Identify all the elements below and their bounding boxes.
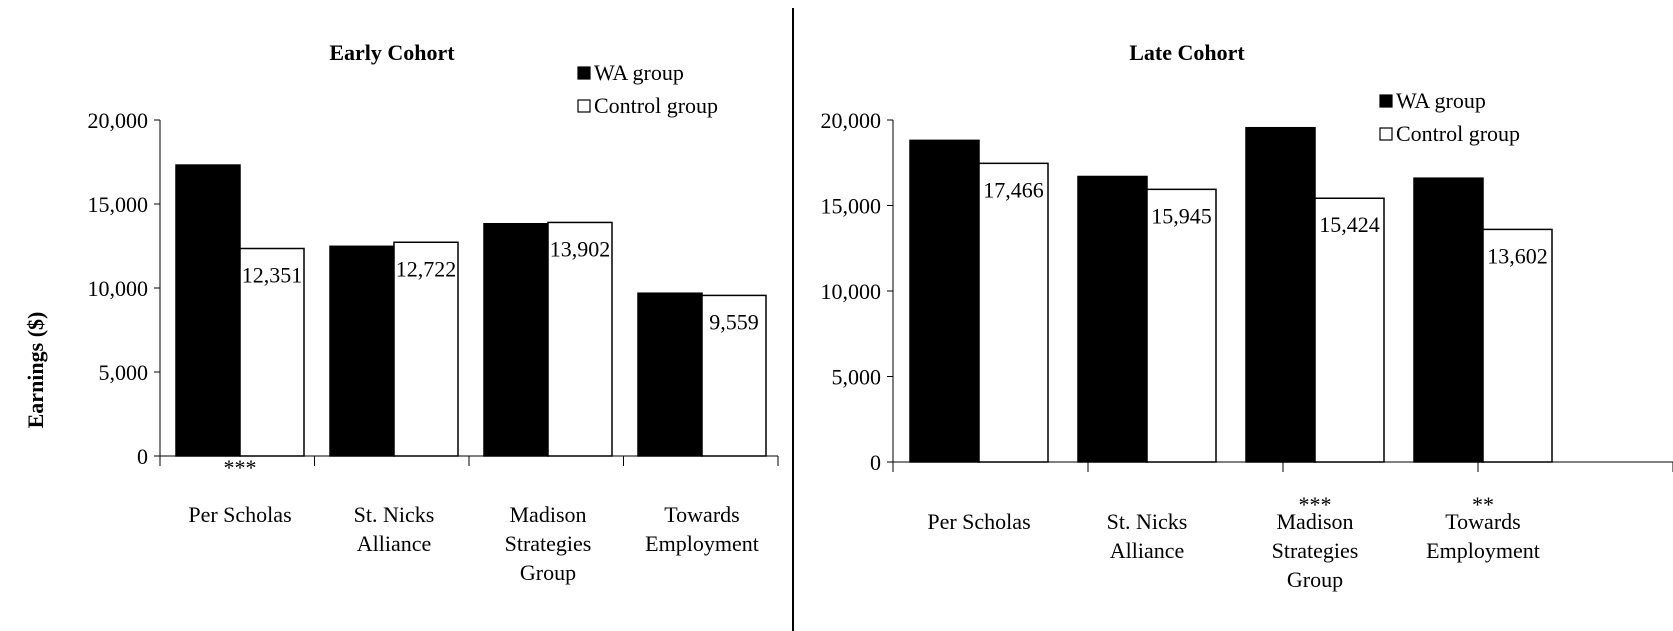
- bar-control: [1482, 228, 1553, 463]
- x-tick-label: Strategies: [505, 531, 592, 556]
- early-cohort-panel: Early Cohort 0 5,000 10,000 15,000 20,000 17,3…: [88, 40, 779, 585]
- data-label: 9,559: [709, 309, 759, 334]
- legend-swatch-wa: [1379, 94, 1393, 108]
- legend-label-control: Control group: [594, 93, 718, 118]
- y-tick-label: 10,000: [821, 279, 882, 304]
- x-tick-label: Strategies: [1272, 538, 1359, 563]
- x-tick-label: Group: [1287, 567, 1343, 592]
- bar-wa: [329, 245, 395, 457]
- bar-wa: [1413, 177, 1484, 463]
- y-tick-label: 0: [137, 444, 148, 469]
- x-tick-label: St. Nicks: [354, 502, 435, 527]
- bar-control: [978, 162, 1049, 463]
- data-label: 13,602: [1487, 243, 1548, 268]
- bar-wa: [175, 164, 241, 457]
- y-tick-label: 10,000: [88, 276, 149, 301]
- x-tick-label: Per Scholas: [188, 502, 291, 527]
- y-axis-label: Earnings ($): [23, 312, 48, 429]
- x-tick-label: Alliance: [357, 531, 432, 556]
- x-tick-label: Towards: [664, 502, 739, 527]
- significance-marker: **: [1472, 492, 1494, 517]
- legend-label-wa: WA group: [1396, 88, 1486, 113]
- x-tick-label: Employment: [645, 531, 759, 556]
- bar-control: [393, 241, 459, 457]
- data-label: 12,482: [332, 260, 393, 285]
- data-label: 9,690: [645, 307, 695, 332]
- x-tick-label: Employment: [1426, 538, 1540, 563]
- bar-wa: [1245, 126, 1316, 463]
- x-tick-label: Towards: [1445, 509, 1520, 534]
- bar-control: [239, 247, 305, 457]
- x-tick-label: Madison: [1277, 509, 1354, 534]
- data-label: 13,825: [486, 238, 547, 263]
- y-tick-label: 20,000: [821, 108, 882, 133]
- data-label: 12,351: [242, 263, 303, 288]
- bar-wa: [483, 222, 549, 457]
- data-label: 15,424: [1319, 212, 1380, 237]
- bar-wa: [909, 139, 980, 463]
- bar-wa: [1077, 175, 1148, 463]
- data-label: 17,318: [178, 179, 239, 204]
- y-tick-label: 20,000: [88, 108, 149, 133]
- y-tick-label: 5,000: [832, 365, 882, 390]
- chart-title: Late Cohort: [1129, 40, 1245, 65]
- y-tick-label: 0: [870, 450, 881, 475]
- significance-marker: ***: [1299, 492, 1332, 517]
- data-label: 12,722: [396, 256, 457, 281]
- legend-swatch-wa: [577, 66, 591, 80]
- x-tick-label: Madison: [510, 502, 587, 527]
- late-cohort-panel: Late Cohort 0 5,000 10,000 15,000 20,000 18,80…: [821, 40, 1673, 592]
- y-tick-label: 15,000: [821, 194, 882, 219]
- x-tick-label: Alliance: [1110, 538, 1185, 563]
- y-tick-label: 5,000: [99, 360, 149, 385]
- data-label: 15,945: [1151, 203, 1212, 228]
- legend-swatch-control: [1379, 127, 1393, 141]
- data-label: 13,902: [550, 236, 611, 261]
- bar-control: [701, 294, 767, 457]
- data-label: 16,697: [1082, 190, 1143, 215]
- y-tick-label: 15,000: [88, 192, 149, 217]
- significance-marker: ***: [224, 455, 257, 480]
- bar-control: [1314, 197, 1385, 463]
- x-tick-label: St. Nicks: [1107, 509, 1188, 534]
- x-tick-label: Group: [520, 560, 576, 585]
- legend-label-control: Control group: [1396, 121, 1520, 146]
- legend-swatch-control: [577, 99, 591, 113]
- data-label: 17,466: [983, 177, 1044, 202]
- data-label: 19,549: [1250, 142, 1311, 167]
- bar-control: [1146, 188, 1217, 463]
- legend-label-wa: WA group: [594, 60, 684, 85]
- data-label: 16,598: [1418, 192, 1479, 217]
- chart-title: Early Cohort: [329, 40, 455, 65]
- x-tick-label: Per Scholas: [927, 509, 1030, 534]
- data-label: 18,809: [914, 154, 975, 179]
